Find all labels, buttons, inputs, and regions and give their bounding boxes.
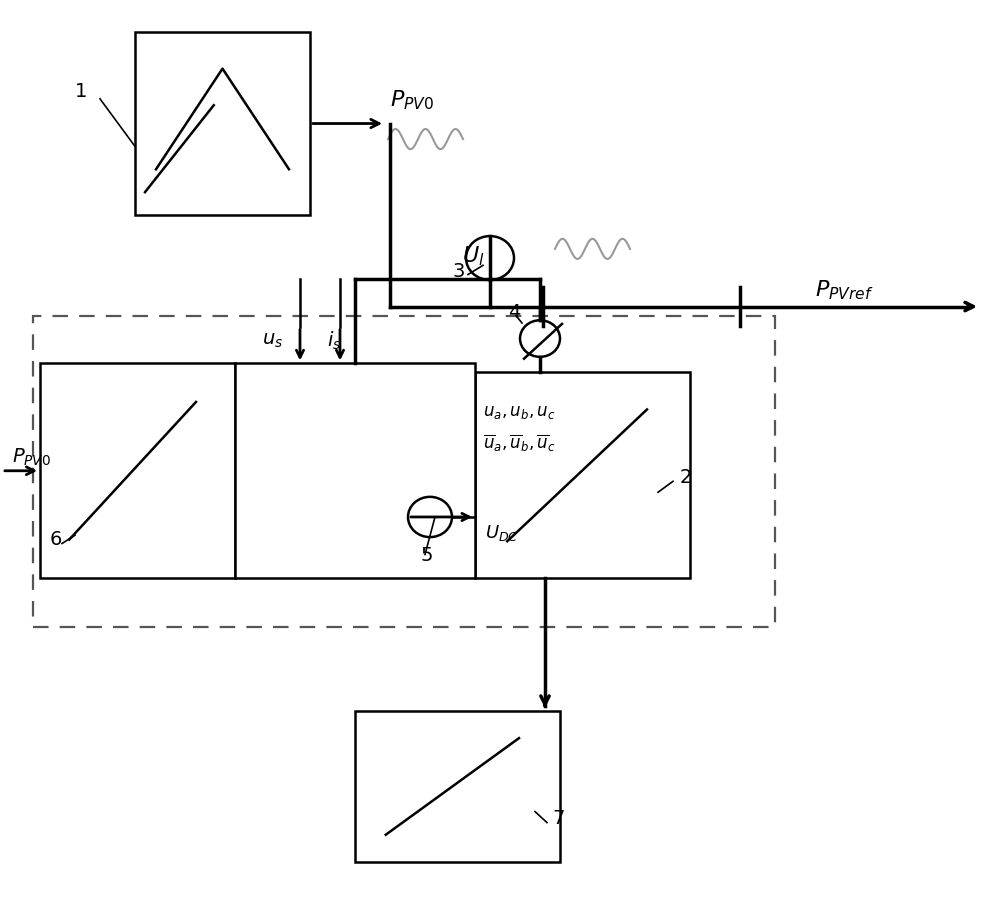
Text: $P_{PVref}$: $P_{PVref}$: [815, 278, 874, 302]
Text: $P_{PV0}$: $P_{PV0}$: [12, 447, 51, 468]
Text: 5: 5: [420, 546, 432, 565]
Text: 6: 6: [50, 531, 62, 549]
FancyBboxPatch shape: [40, 363, 235, 578]
Text: $U_{DC}$: $U_{DC}$: [485, 523, 519, 544]
Text: $P_{PV0}$: $P_{PV0}$: [390, 89, 434, 113]
Text: $U_l$: $U_l$: [462, 244, 485, 268]
Text: 2: 2: [680, 468, 692, 487]
Text: $i_s$: $i_s$: [327, 329, 341, 351]
Text: 1: 1: [75, 82, 87, 101]
Text: $u_a, u_b, u_c$: $u_a, u_b, u_c$: [483, 403, 555, 421]
FancyBboxPatch shape: [135, 32, 310, 215]
Text: 7: 7: [552, 810, 564, 828]
FancyBboxPatch shape: [355, 711, 560, 862]
Text: $\overline{u}_a, \overline{u}_b, \overline{u}_c$: $\overline{u}_a, \overline{u}_b, \overli…: [483, 433, 556, 455]
Text: $u_s$: $u_s$: [262, 331, 283, 350]
FancyBboxPatch shape: [235, 363, 475, 578]
FancyBboxPatch shape: [475, 372, 690, 578]
Text: 4: 4: [508, 304, 520, 322]
Text: 3: 3: [452, 263, 464, 281]
